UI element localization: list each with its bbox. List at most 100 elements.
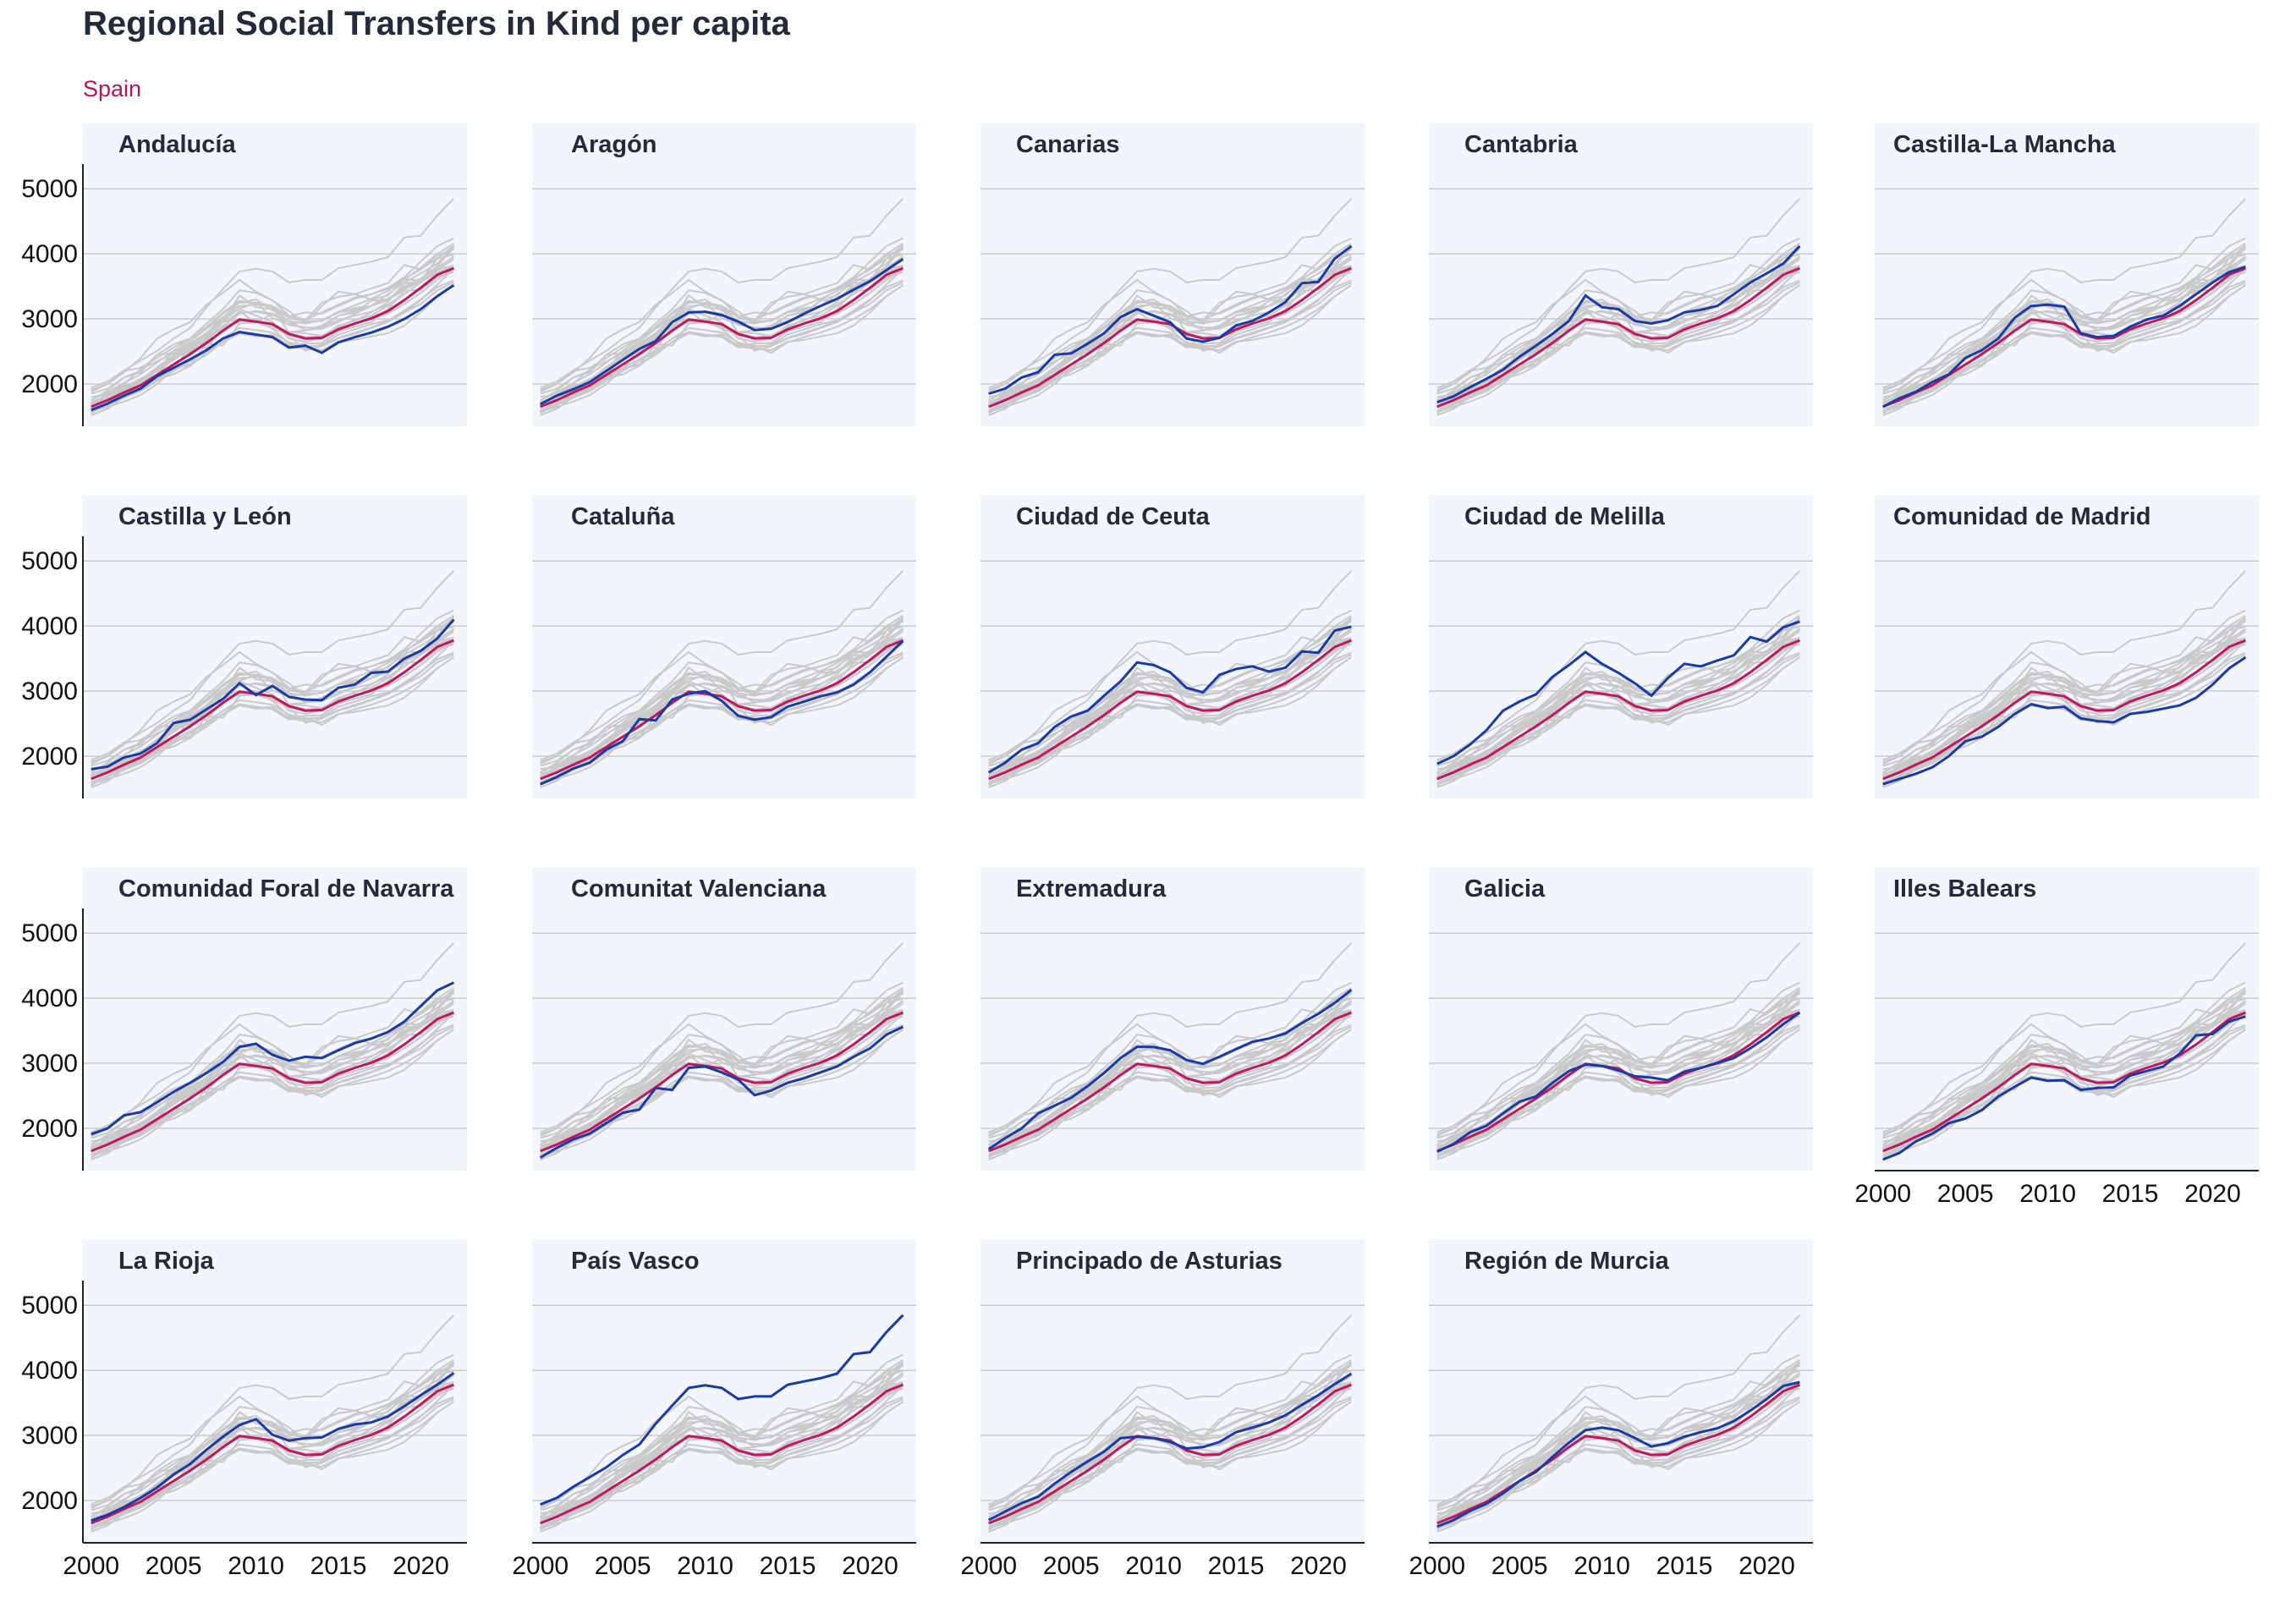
panel-title: Galicia <box>1464 875 1546 903</box>
other-region-line <box>1882 617 2247 778</box>
panel: Illes Balears 2000 2005 2010 2015 2020 <box>1854 868 2259 1208</box>
other-region-line <box>988 279 1352 413</box>
other-region-line <box>1436 656 1800 786</box>
other-region-line <box>540 1396 904 1529</box>
other-region-line <box>1436 242 1800 402</box>
x-tick-label: 2015 <box>1656 1552 1713 1580</box>
spain-line <box>540 1383 904 1525</box>
other-region-line <box>988 1401 1352 1530</box>
other-region-line <box>1436 279 1800 413</box>
other-region-line <box>540 656 904 786</box>
other-region-line <box>91 1396 454 1529</box>
other-region-line <box>540 271 904 416</box>
other-region-line <box>91 1361 455 1522</box>
panel: Castilla-La Mancha <box>1875 123 2259 426</box>
other-region-line <box>1882 614 2246 774</box>
other-region-line <box>988 271 1352 416</box>
other-region-line <box>988 643 1352 788</box>
region-line <box>540 639 904 786</box>
other-region-line <box>1436 1029 1800 1158</box>
other-region-line <box>1882 981 2246 1135</box>
other-region-line <box>540 620 904 765</box>
other-region-line <box>91 1364 454 1510</box>
panel-title: Región de Murcia <box>1464 1248 1670 1275</box>
other-region-line <box>91 242 454 402</box>
spain-line <box>540 639 904 781</box>
other-region-line <box>540 628 904 777</box>
region-line <box>1436 1380 1800 1528</box>
other-region-line <box>988 1023 1352 1157</box>
other-region-line <box>91 198 455 389</box>
other-region-line <box>91 609 454 763</box>
other-region-line <box>988 198 1353 389</box>
panel-title: Aragón <box>571 131 657 158</box>
spain-line <box>1436 1011 1800 1153</box>
other-region-line <box>988 656 1352 786</box>
other-region-line <box>91 1000 454 1149</box>
spain-line <box>1882 1011 2246 1153</box>
other-region-line <box>988 1361 1353 1522</box>
other-region-line <box>988 992 1352 1138</box>
other-region-line <box>91 1029 454 1158</box>
other-region-line <box>91 1015 454 1160</box>
y-tick-label: 2000 <box>21 743 78 771</box>
x-tick-label: 2015 <box>1208 1552 1265 1580</box>
other-region-line <box>1436 198 1801 389</box>
x-tick-label: 2020 <box>1290 1552 1347 1580</box>
other-region-line <box>1882 279 2246 413</box>
other-region-line <box>540 1381 904 1528</box>
region-line <box>91 1371 455 1522</box>
other-region-line <box>988 617 1353 778</box>
other-region-line <box>1882 609 2246 763</box>
spain-line <box>1436 266 1800 409</box>
other-region-line <box>1436 271 1800 416</box>
other-region-line <box>1436 1401 1800 1530</box>
x-tick-label: 2015 <box>310 1552 367 1580</box>
x-tick-label: 2010 <box>228 1552 284 1580</box>
spain-line <box>988 1383 1352 1525</box>
panel-title: Cantabria <box>1464 131 1579 158</box>
x-tick-label: 2005 <box>1491 1552 1548 1580</box>
panel-title: Comunitat Valenciana <box>571 875 827 903</box>
other-region-line <box>988 1314 1353 1506</box>
x-tick-label: 2010 <box>1574 1552 1630 1580</box>
x-tick-label: 2020 <box>2184 1180 2241 1208</box>
other-region-line <box>1436 651 1800 785</box>
other-region-line <box>91 614 454 774</box>
spain-line <box>540 266 904 409</box>
panel: Galicia <box>1429 868 1813 1171</box>
y-tick-label: 2000 <box>21 1487 78 1515</box>
other-region-line <box>1436 986 1800 1146</box>
other-region-line <box>91 617 455 778</box>
panel: Cataluña <box>532 496 916 798</box>
other-region-line <box>1436 1358 1800 1518</box>
other-region-line <box>1882 651 2246 785</box>
spain-line <box>1436 1383 1800 1525</box>
other-region-line <box>91 255 454 405</box>
other-region-line <box>1436 1353 1800 1507</box>
other-region-line <box>540 284 904 414</box>
other-region-line <box>91 651 454 785</box>
other-region-line <box>91 1358 454 1518</box>
other-region-line <box>540 1009 904 1155</box>
other-region-line <box>91 244 455 406</box>
other-region-line <box>1882 570 2247 761</box>
panel-title: Cataluña <box>571 503 675 530</box>
x-tick-label: 2010 <box>677 1552 733 1580</box>
other-region-line <box>988 284 1352 414</box>
region-line <box>1882 1015 2246 1161</box>
panel: La Rioja 2000 3000 4000 5000 2000 2005 2010 2015… <box>21 1240 467 1580</box>
other-region-line <box>1882 255 2246 405</box>
other-region-line <box>540 981 904 1135</box>
spain-line <box>1436 639 1800 781</box>
y-tick-label: 4000 <box>21 612 78 640</box>
region-line <box>91 981 455 1136</box>
other-region-line <box>1436 1009 1800 1155</box>
other-region-line <box>988 637 1352 783</box>
other-region-line <box>988 614 1352 774</box>
other-region-line <box>1882 198 2247 389</box>
spain-line <box>91 639 454 781</box>
other-region-line <box>540 242 904 402</box>
other-region-line <box>1436 1361 1801 1522</box>
y-tick-label: 3000 <box>21 305 78 333</box>
